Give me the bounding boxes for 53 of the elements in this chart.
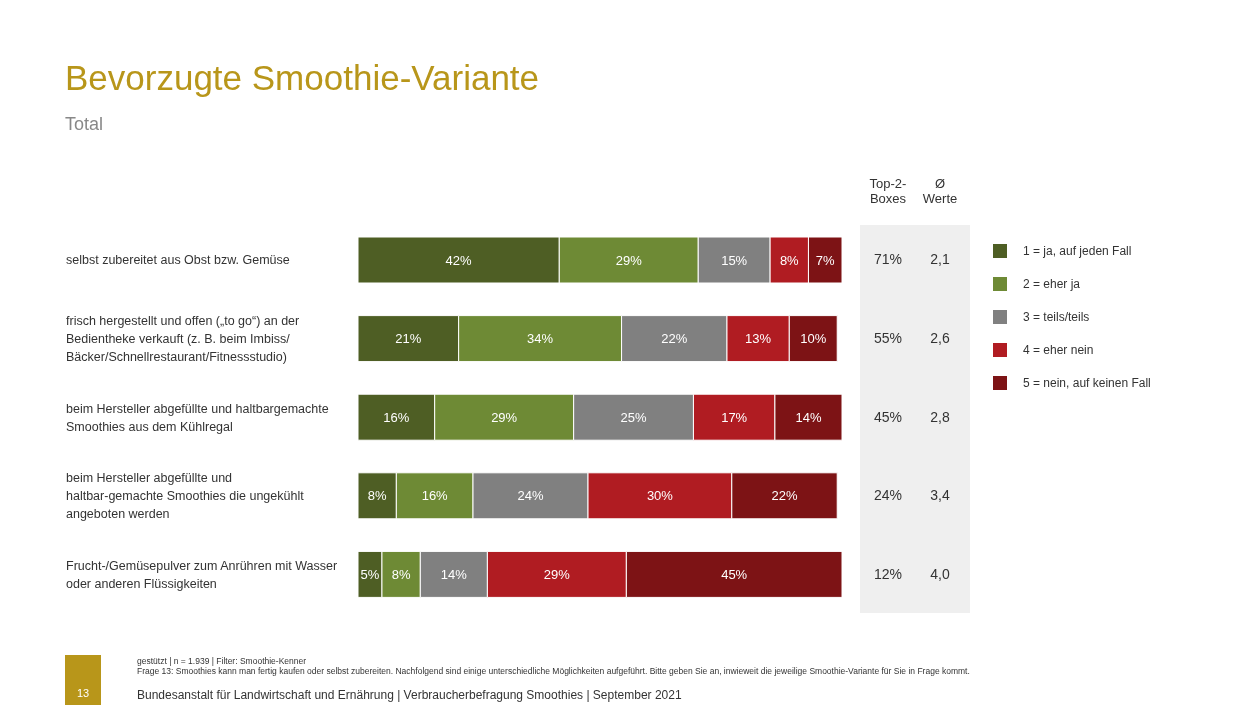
text: Total xyxy=(65,114,104,135)
data-label: 34% xyxy=(527,331,554,347)
legend-label: 4 = eher nein xyxy=(1023,342,1094,357)
data-label: 8% xyxy=(391,567,411,583)
data-label: 21% xyxy=(395,331,422,347)
text: 71% xyxy=(873,251,903,268)
text: 24% xyxy=(873,487,903,504)
data-label: 14% xyxy=(440,567,468,583)
data-label: 10% xyxy=(800,331,827,347)
text: 45% xyxy=(873,408,903,425)
text: 13 xyxy=(76,687,90,699)
data-label: 30% xyxy=(646,488,674,504)
chart-title: Bevorzugte Smoothie-Variante xyxy=(65,58,540,98)
text: 3,4 xyxy=(929,487,951,504)
y-tick-label: selbst zubereitet aus Obst bzw. Gemüse xyxy=(66,253,290,268)
data-label: 22% xyxy=(771,488,798,504)
y-tick-label: beim Hersteller abgefüllte und haltbargemachte Smoothies aus dem Kühlregal xyxy=(66,401,329,434)
y-tick-label: frisch hergestellt und offen („to go“) an der Bedientheke verkauft (z. B. beim Imbiss/ Bäcker/Schnellrestaurant/Fitnessstudio) xyxy=(66,313,300,364)
data-label: 42% xyxy=(445,252,473,268)
text: Frage 13: Smoothies kann man fertig kaufen oder selbst zubereiten. Nachfolgend sind einige unterschiedliche Möglichkeiten aufgeführt. Bitte geben Sie an, inwieweit die jeweilige Smoothie-Variante für Sie in Frage kommt. xyxy=(137,666,970,676)
y-tick-label: Frucht-/Gemüsepulver zum Anrühren mit Wasser oder anderen Flüssigkeiten xyxy=(66,558,338,591)
data-label: 25% xyxy=(620,409,647,425)
data-label: 5% xyxy=(360,567,380,583)
text: Bundesanstalt für Landwirtschaft und Ernährung | Verbraucherbefragung Smoothies | September 2021 xyxy=(137,688,682,702)
data-label: 7% xyxy=(815,252,836,268)
legend-label: 3 = teils/teils xyxy=(1023,309,1090,324)
data-label: 45% xyxy=(721,567,748,583)
data-label: 13% xyxy=(745,331,772,347)
text: Ø Werte xyxy=(921,176,959,206)
data-label: 16% xyxy=(383,409,410,425)
data-label: 24% xyxy=(517,488,544,504)
data-label: 8% xyxy=(367,488,387,504)
text: gestützt | n = 1.939 | Filter: Smoothie-Kenner xyxy=(137,656,307,666)
text: 2,6 xyxy=(929,329,951,346)
data-label: 14% xyxy=(795,409,822,425)
legend-label: 1 = ja, auf jeden Fall xyxy=(1023,243,1132,258)
legend-label: 5 = nein, auf keinen Fall xyxy=(1023,375,1151,390)
text: 4,0 xyxy=(929,565,951,582)
legend-label: 2 = eher ja xyxy=(1023,276,1081,291)
data-label: 17% xyxy=(721,409,748,425)
text: Top-2-Boxes xyxy=(868,176,908,206)
text: 2,8 xyxy=(929,408,951,425)
text: 12% xyxy=(873,565,903,582)
data-label: 22% xyxy=(661,331,688,347)
data-label: 15% xyxy=(721,252,748,268)
data-label: 8% xyxy=(779,252,800,268)
data-label: 29% xyxy=(491,409,518,425)
text: 2,1 xyxy=(929,251,951,268)
data-label: 29% xyxy=(543,567,571,583)
y-tick-label: beim Hersteller abgefüllte und haltbar-gemachte Smoothies die ungekühlt angeboten werden xyxy=(66,471,305,522)
text: 55% xyxy=(873,329,903,346)
data-label: 16% xyxy=(421,488,449,504)
data-label: 29% xyxy=(615,252,643,268)
